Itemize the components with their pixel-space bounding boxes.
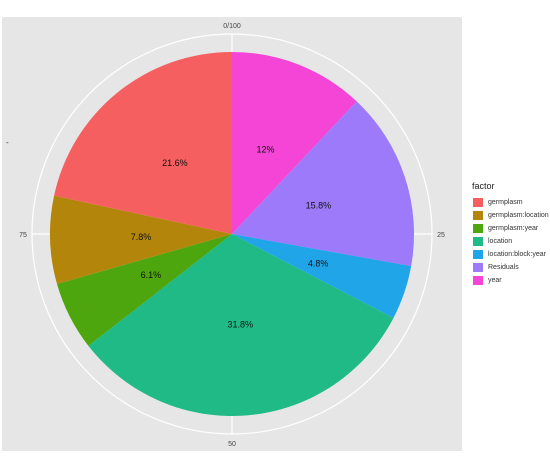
angle-tick-label: 50 [228,441,236,448]
pie-slice-location [88,234,394,417]
slice-label: 15.8% [306,200,332,210]
legend-label: location [488,238,513,245]
angle-tick-label: 75 [19,232,27,239]
legend-key [472,197,484,208]
angle-tick-label: 25 [437,232,445,239]
legend-label: germplasm:year [488,225,539,232]
pie-slice-location-block-year [232,234,412,318]
legend-key [472,262,484,273]
slice-label: 21.6% [162,158,188,168]
legend-label: germplasm [488,199,523,206]
pie-slice-germplasm-year [57,234,233,346]
legend-item: year [472,274,549,287]
y-axis-title: - [6,138,9,147]
legend-item: Residuals [472,261,549,274]
legend-key [472,223,484,234]
slice-label: 4.8% [308,258,329,268]
legend-title: factor [472,181,495,191]
legend-item: germplasm [472,196,549,209]
legend-key [472,275,484,286]
legend-label: year [488,277,502,284]
pie-slice-year [232,52,357,234]
pie-slice-residuals [232,101,414,267]
slice-label: 12% [257,144,275,154]
pie-slice-germplasm-location [49,195,232,285]
legend-label: germplasm:location [488,212,549,219]
legend-item: germplasm:year [472,222,549,235]
legend-label: Residuals [488,264,519,271]
legend-item: germplasm:location [472,209,549,222]
legend-key [472,249,484,260]
pie-slice-germplasm [54,52,232,234]
legend-item: location [472,235,549,248]
angle-tick-label: 0/100 [223,23,241,30]
slice-label: 7.8% [131,232,152,242]
legend-label: location:block:year [488,251,546,258]
legend-key [472,210,484,221]
legend: factor germplasm germplasm:location germpl… [472,181,549,287]
slice-label: 31.8% [228,320,254,330]
legend-item: location:block:year [472,248,549,261]
legend-key [472,236,484,247]
slice-label: 6.1% [141,270,162,280]
